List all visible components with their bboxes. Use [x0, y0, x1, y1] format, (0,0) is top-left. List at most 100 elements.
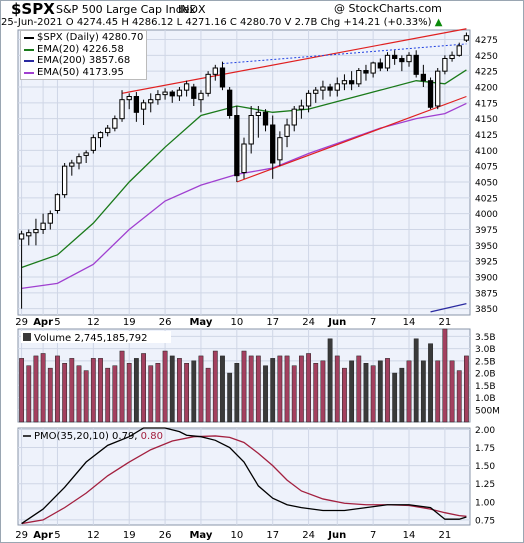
chart-instrument-name: S&P 500 Large Cap Index [56, 3, 196, 16]
y-tick-label: 2.5B [475, 357, 496, 367]
candle-body [162, 91, 168, 96]
volume-bar [255, 355, 261, 423]
x-tick-label: Apr [33, 317, 53, 328]
volume-bar [298, 355, 304, 423]
candle-body [356, 70, 362, 85]
volume-bar [327, 338, 333, 423]
volume-bar [320, 360, 326, 423]
ema20-line [21, 69, 467, 269]
volume-bar [33, 355, 39, 423]
y-tick-label: 1.75 [475, 444, 495, 454]
volume-bar [435, 360, 441, 423]
volume-bar [449, 360, 455, 423]
x-tick-label: Jun [327, 530, 346, 541]
candle-body [140, 102, 147, 110]
x-tick-label: 14 [403, 530, 416, 541]
volume-bar [141, 353, 146, 423]
legend-label: EMA(20) 4226.58 [37, 43, 124, 55]
legend-label: EMA(50) 4173.95 [37, 66, 124, 78]
candle-body [226, 89, 233, 116]
x-tick-label: 26 [159, 317, 172, 328]
legend-swatch [24, 37, 34, 39]
candle-body [40, 222, 46, 231]
candle-body [155, 94, 161, 101]
candle-body [320, 86, 326, 91]
y-tick-label: 4225 [475, 68, 498, 78]
candle-body [262, 111, 269, 126]
candle-body [54, 194, 61, 212]
x-tick-label: May [189, 530, 212, 541]
volume-legend-swatch [23, 333, 31, 341]
volume-bar [155, 363, 161, 423]
volume-bar [227, 372, 233, 423]
candle-body [420, 73, 427, 82]
candle-body [456, 45, 462, 56]
candle-body [76, 156, 82, 164]
volume-bar [377, 360, 383, 423]
candle-body [313, 89, 319, 94]
y-tick-label: 2.0B [475, 370, 496, 380]
volume-bar [133, 358, 139, 423]
candle-body [392, 54, 398, 59]
x-tick-label: May [189, 317, 212, 328]
volume-bar [126, 363, 132, 423]
y-tick-label: 3.0B [475, 345, 496, 355]
pmo-legend: PMO(35,20,10) 0.79, 0.80 [34, 431, 163, 442]
volume-bar [177, 358, 182, 423]
candle-body [384, 54, 391, 69]
y-tick-label: 4025 [475, 194, 498, 204]
candle-body [112, 118, 118, 129]
candle-body [191, 86, 197, 99]
candle-body [61, 165, 68, 196]
chart-symbol: $SPX [11, 0, 55, 18]
x-tick-label: 24 [302, 317, 315, 328]
x-tick-label: 7 [370, 317, 376, 328]
volume-bar [363, 363, 369, 423]
candle-body [284, 124, 290, 137]
volume-bar [162, 350, 168, 423]
candle-body [363, 70, 369, 74]
volume-bar [456, 370, 462, 423]
candle-body [305, 92, 312, 107]
x-tick-label: 14 [403, 317, 416, 328]
candle-body [399, 58, 405, 63]
volume-bar [62, 363, 68, 423]
volume-bar [306, 353, 311, 423]
x-tick-label: 12 [87, 317, 100, 328]
volume-bar [26, 365, 32, 423]
volume-bar [98, 358, 103, 423]
candle-body [97, 132, 104, 139]
y-tick-label: 4275 [475, 36, 498, 46]
volume-legend: Volume 2,745,185,792 [34, 333, 148, 344]
y-tick-label: 4125 [475, 131, 498, 141]
volume-bar [442, 328, 448, 423]
candle-body [334, 83, 340, 91]
y-tick-label: 4175 [475, 99, 498, 109]
y-tick-label: 4250 [475, 52, 498, 62]
volume-bar [342, 367, 347, 423]
volume-bar [406, 360, 412, 423]
x-tick-label: 10 [230, 530, 243, 541]
volume-bar [169, 355, 175, 423]
legend-swatch [24, 60, 34, 62]
volume-bar [40, 353, 46, 423]
candle-body [327, 86, 333, 91]
legend-entry: EMA(50) 4173.95 [24, 67, 143, 79]
ema50-line [21, 102, 467, 290]
volume-bar [184, 363, 190, 423]
volume-bar [291, 365, 297, 423]
candle-body [133, 96, 140, 113]
candle-body [234, 115, 240, 177]
candle-body [183, 83, 190, 91]
volume-bar [234, 363, 240, 423]
volume-bar [76, 365, 82, 423]
legend-entry: EMA(20) 4226.58 [24, 44, 143, 56]
candle-body [212, 67, 218, 75]
volume-bar [205, 367, 211, 423]
volume-bar [270, 358, 276, 423]
candle-body [370, 62, 376, 74]
volume-bar [428, 343, 433, 423]
y-tick-label: 3975 [475, 226, 498, 236]
candle-body [241, 143, 247, 173]
